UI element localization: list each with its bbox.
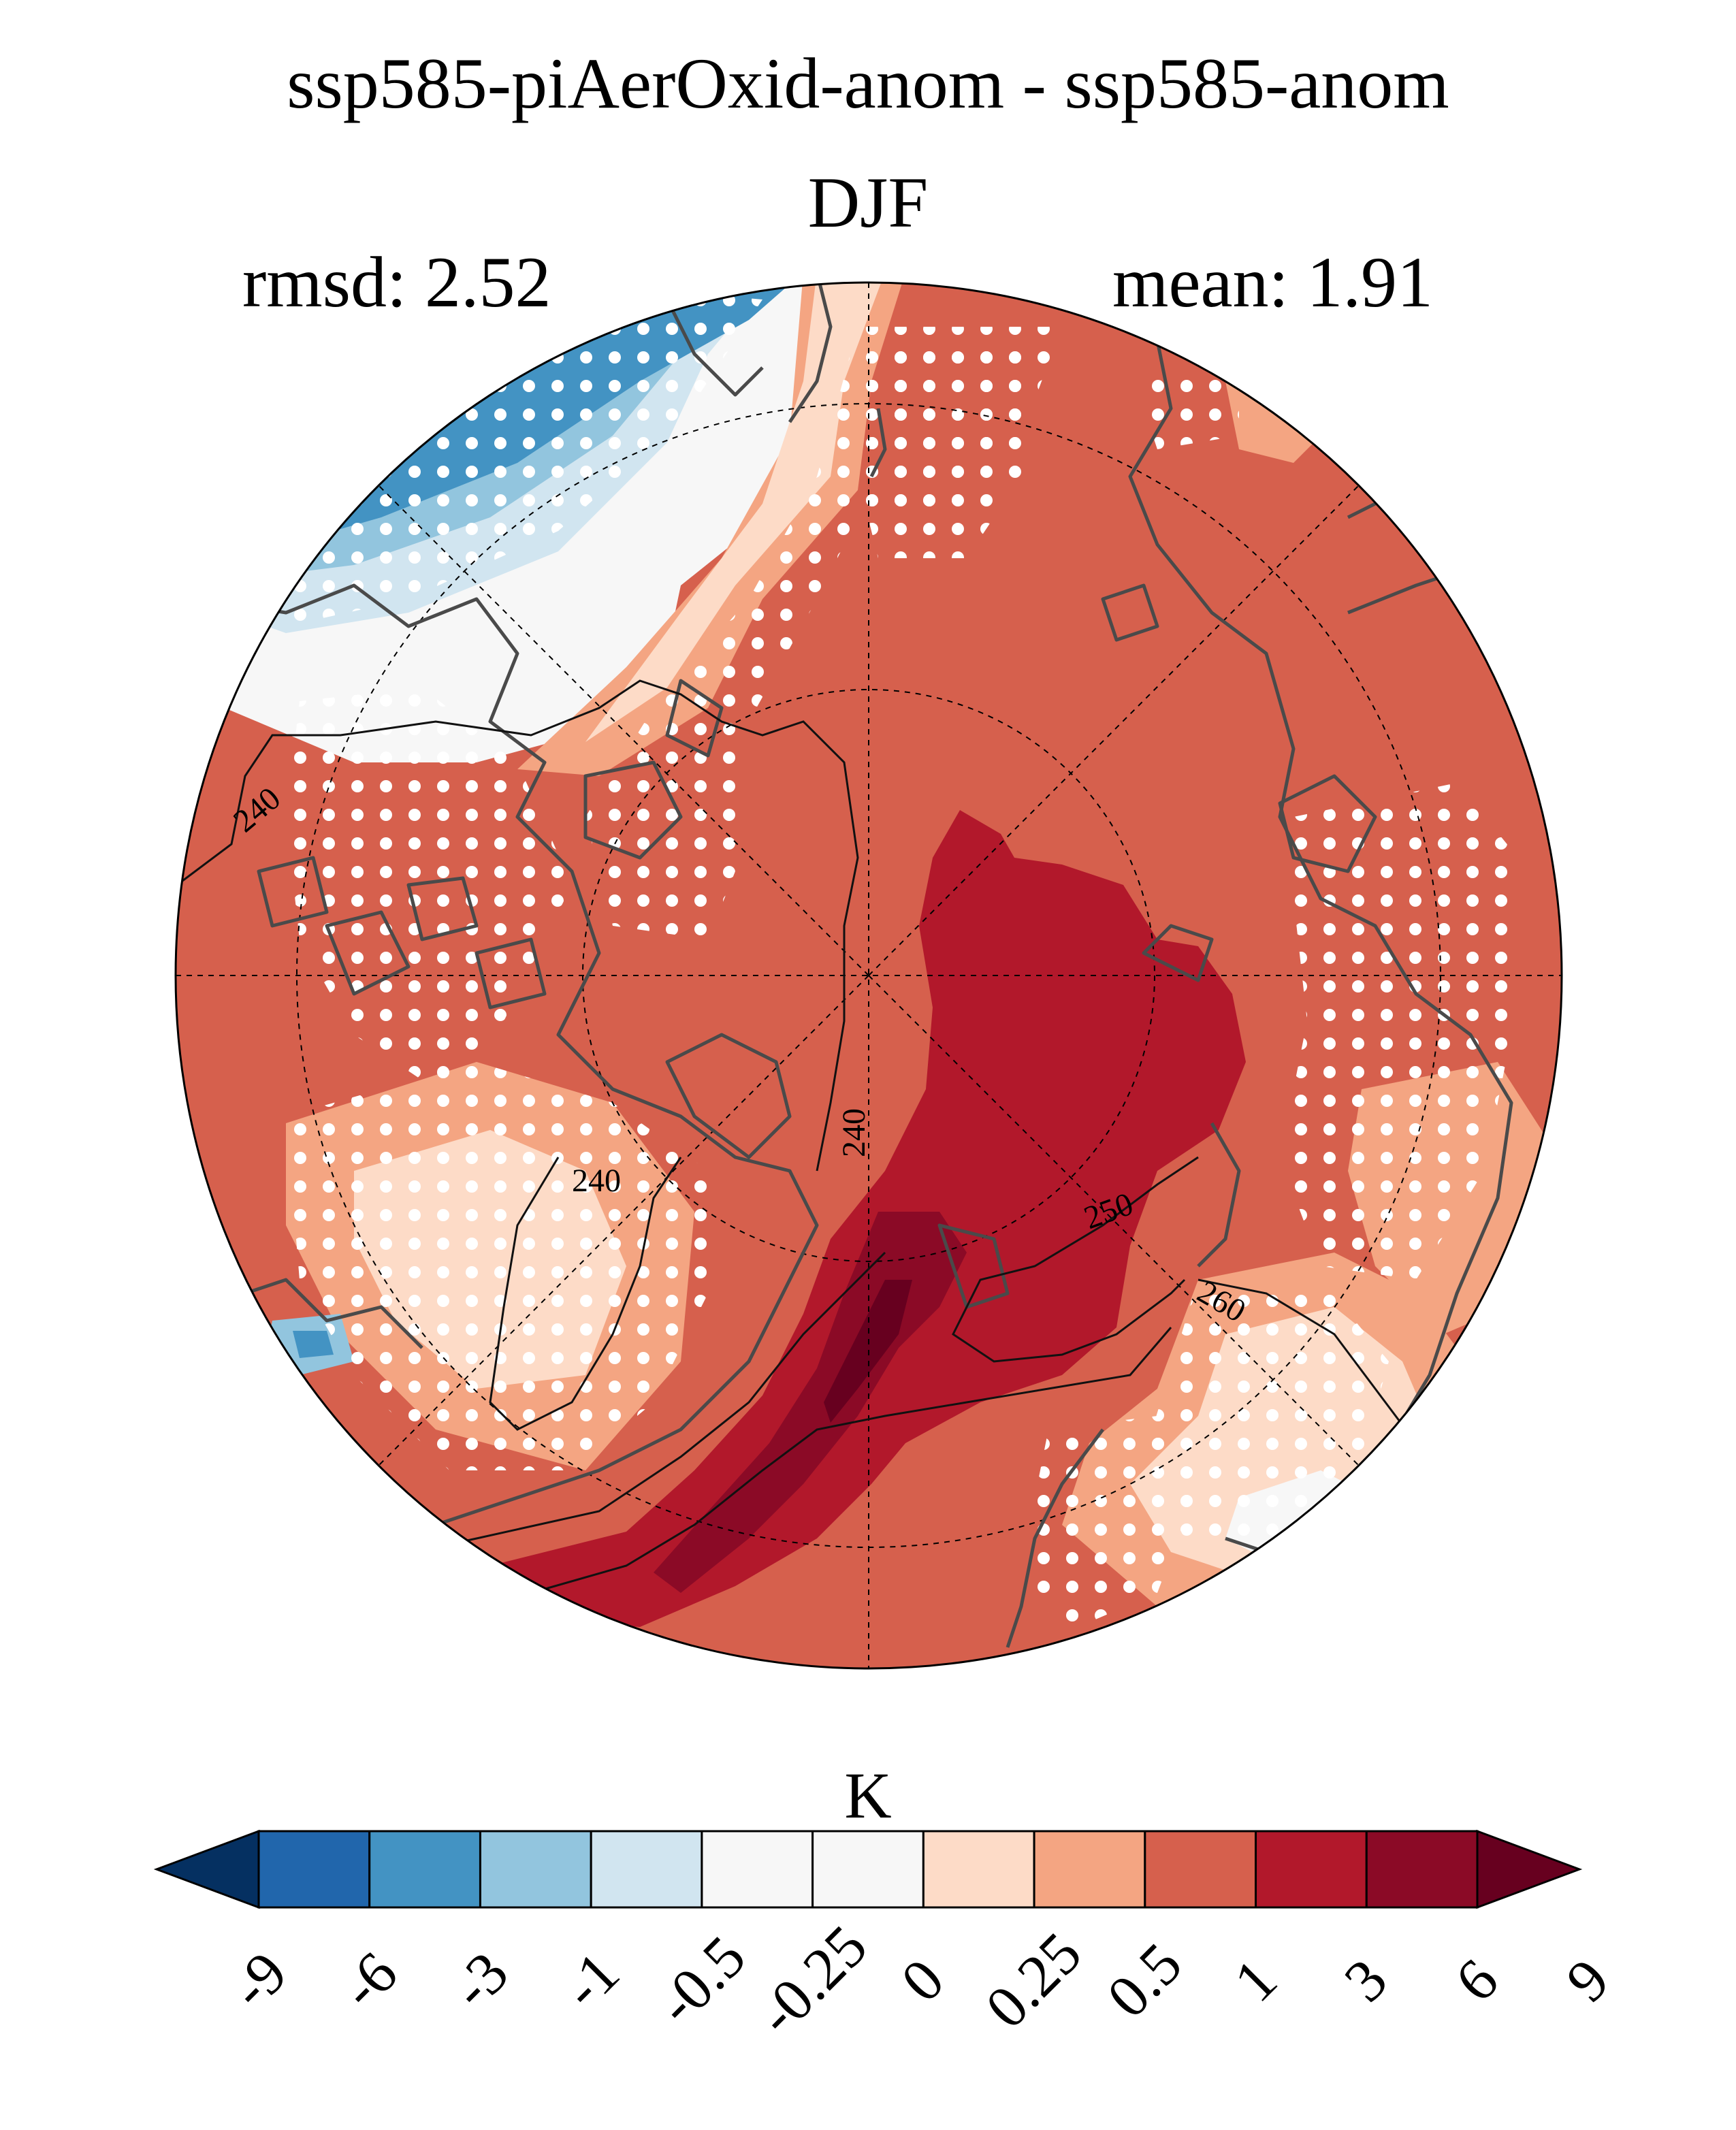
colorbar-extend-high (1476, 1829, 1583, 1909)
colorbar-cell (257, 1830, 371, 1909)
map-boundary (174, 281, 1563, 1670)
strong-warm-tongue (490, 810, 1246, 1627)
colorbar-cell (1365, 1830, 1479, 1909)
cool-spot-lower-left-deep (293, 1331, 334, 1358)
map-title: ssp585-piAerOxid-anom - ssp585-anom (287, 44, 1449, 123)
colorbar-cell (701, 1830, 814, 1909)
contour-lines (176, 679, 1417, 1621)
contour-label: 240 (572, 1163, 621, 1199)
coastlines (189, 283, 1560, 1648)
contour-label: 240 (836, 1108, 872, 1157)
colorbar-cell (1255, 1830, 1368, 1909)
map-field (176, 283, 1562, 1668)
graticule (176, 283, 1562, 1668)
rmsd-stat: rmsd: 2.52 (242, 242, 551, 322)
colorbar-unit: K (844, 1759, 892, 1832)
colorbar-cell (922, 1830, 1035, 1909)
colorbar-cell (1144, 1830, 1257, 1909)
colorbar-cell (1033, 1830, 1146, 1909)
colorbar-cell (811, 1830, 925, 1909)
colorbar-cell (479, 1830, 592, 1909)
colorbar-cell (590, 1830, 703, 1909)
mean-stat: mean: 1.91 (1112, 242, 1433, 322)
colorbar-cell (368, 1830, 481, 1909)
colorbar-extend-low (153, 1829, 260, 1909)
season-label: DJF (807, 163, 929, 242)
colorbar (153, 1829, 1583, 1909)
